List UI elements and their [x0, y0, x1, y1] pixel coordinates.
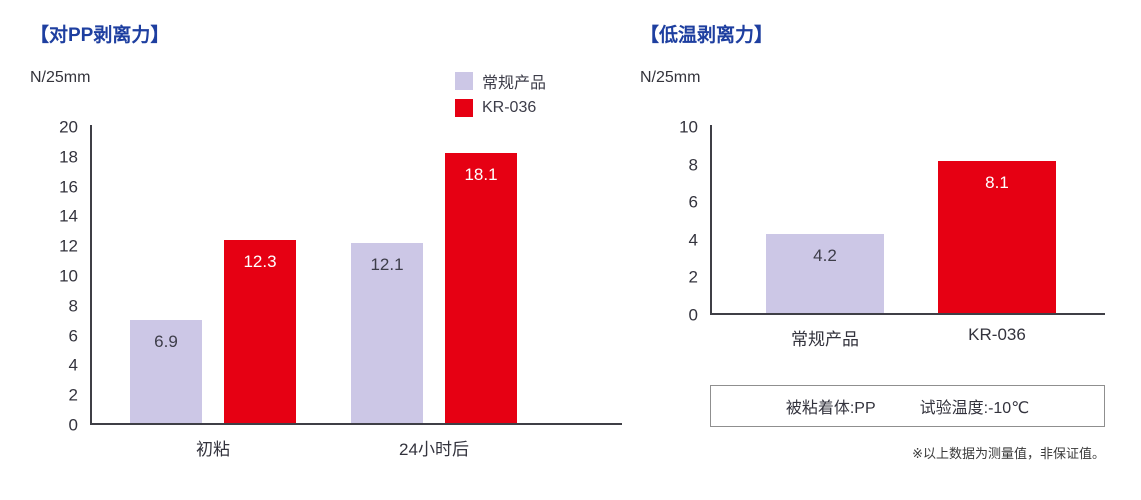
chart-meta-row: N/25mm: [640, 69, 1105, 117]
y-axis-unit-label: N/25mm: [640, 69, 701, 86]
y-tick-label: 12: [59, 236, 78, 256]
bar-value-label: 8.1: [985, 172, 1009, 192]
y-axis: 0 2 4 6 8 10 12 14 16 18 20: [30, 119, 90, 434]
y-axis-unit-label: N/25mm: [30, 69, 91, 86]
legend-swatch: [454, 99, 473, 117]
plot-wrapper: 0 2 4 6 8 10 4.2 常规产品 8.1 KR-036: [640, 119, 1105, 349]
y-tick-label: 18: [59, 147, 78, 167]
footnote: ※以上数据为测量值，非保证值。: [912, 446, 1105, 461]
y-tick-label: 8: [68, 296, 78, 316]
chart-low-temp-peel-force: 【低温剥离力】 N/25mm 0 2 4 6 8 10 4.2 常规产品 8.1 KR-036 …: [640, 20, 1105, 500]
bar-KR-036: 8.1: [938, 160, 1056, 313]
x-category-label: 初粘: [196, 440, 230, 459]
plot-area: 4.2 常规产品 8.1 KR-036: [710, 125, 1105, 349]
y-tick-label: 20: [59, 117, 78, 137]
test-conditions-box: 被粘着体:PP 试验温度:-10℃: [710, 385, 1105, 427]
bar-常规产品: 6.9: [130, 320, 202, 423]
bar-value-label: 18.1: [464, 165, 498, 185]
y-tick-label: 8: [688, 155, 698, 175]
bar-group: 6.9 12.3 初粘: [130, 125, 296, 459]
y-tick-label: 10: [59, 266, 78, 286]
bar-value-label: 12.3: [243, 251, 277, 271]
y-tick-label: 4: [688, 230, 698, 250]
bar-value-label: 12.1: [370, 254, 404, 274]
x-category-label: 24小时后: [399, 440, 469, 459]
bar-value-label: 6.9: [154, 332, 178, 352]
bar-value-label: 4.2: [813, 246, 837, 266]
chart-meta-row: N/25mm 常规产品 KR-036: [30, 69, 622, 117]
bar-KR-036: 12.3: [224, 239, 296, 423]
bar-group: 12.1 18.1 24小时后: [351, 125, 517, 459]
y-axis: 0 2 4 6 8 10: [640, 119, 710, 324]
y-tick-label: 14: [59, 206, 78, 226]
chart-title-pp-peel: 【对PP剥离力】: [30, 25, 170, 46]
chart-legend: 常规产品 KR-036: [454, 69, 546, 117]
bar-KR-036: 18.1: [445, 153, 517, 423]
x-category-label: KR-036: [968, 325, 1026, 344]
legend-label: KR-036: [481, 99, 537, 116]
bar-常规产品: 12.1: [351, 242, 423, 423]
test-temperature-label: 试验温度:-10℃: [919, 400, 1030, 417]
bar-group: 8.1 KR-036: [938, 125, 1056, 344]
y-tick-label: 2: [68, 385, 78, 405]
x-category-label: 常规产品: [791, 330, 859, 349]
y-tick-label: 0: [68, 415, 78, 435]
adherend-label: 被粘着体:PP: [785, 400, 876, 417]
y-tick-label: 2: [688, 267, 698, 287]
plot-wrapper: 0 2 4 6 8 10 12 14 16 18 20 6.9 12.3 初粘 12.1 18.1 24小时后: [30, 119, 622, 459]
y-tick-label: 4: [68, 355, 78, 375]
y-tick-label: 6: [68, 326, 78, 346]
legend-item: 常规产品: [454, 69, 546, 93]
legend-label: 常规产品: [481, 75, 546, 92]
bar-group: 4.2 常规产品: [766, 125, 884, 349]
y-tick-label: 6: [688, 192, 698, 212]
legend-swatch: [454, 72, 473, 90]
y-tick-label: 16: [59, 177, 78, 197]
legend-item: KR-036: [454, 99, 546, 117]
y-tick-label: 0: [688, 305, 698, 325]
y-tick-label: 10: [679, 117, 698, 137]
plot-area: 6.9 12.3 初粘 12.1 18.1 24小时后: [90, 125, 622, 459]
bar-常规产品: 4.2: [766, 234, 884, 313]
chart-pp-peel-force: 【对PP剥离力】 N/25mm 常规产品 KR-036 0 2 4 6 8 10 12 14 16…: [30, 20, 622, 500]
chart-title-low-temp-peel: 【低温剥离力】: [640, 25, 774, 46]
